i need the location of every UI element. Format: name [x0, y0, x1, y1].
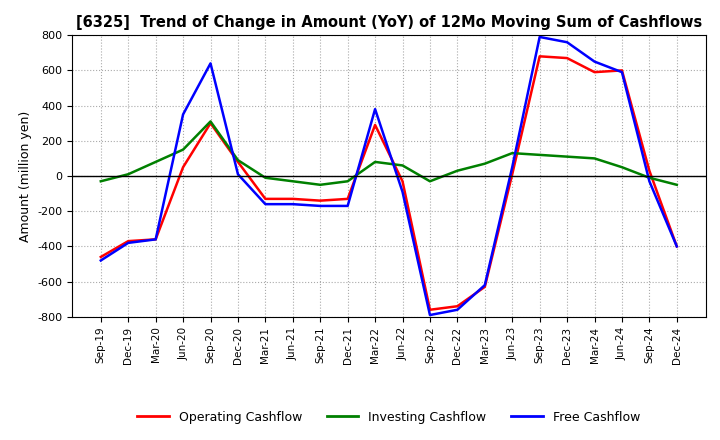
Operating Cashflow: [179, 165, 187, 170]
Operating Cashflow: [96, 254, 105, 260]
Investing Cashflow: [645, 175, 654, 180]
Investing Cashflow: [672, 182, 681, 187]
Free Cashflow: [645, 179, 654, 184]
Investing Cashflow: [233, 158, 242, 163]
Free Cashflow: [563, 40, 572, 45]
Free Cashflow: [480, 282, 489, 288]
Free Cashflow: [316, 203, 325, 209]
Legend: Operating Cashflow, Investing Cashflow, Free Cashflow: Operating Cashflow, Investing Cashflow, …: [132, 406, 645, 429]
Operating Cashflow: [398, 179, 407, 184]
Investing Cashflow: [343, 179, 352, 184]
Operating Cashflow: [508, 172, 516, 177]
Operating Cashflow: [480, 284, 489, 290]
Free Cashflow: [426, 312, 434, 318]
Free Cashflow: [289, 202, 297, 207]
Free Cashflow: [151, 237, 160, 242]
Line: Investing Cashflow: Investing Cashflow: [101, 121, 677, 185]
Free Cashflow: [618, 70, 626, 75]
Investing Cashflow: [480, 161, 489, 166]
Free Cashflow: [179, 112, 187, 117]
Operating Cashflow: [536, 54, 544, 59]
Free Cashflow: [233, 172, 242, 177]
Investing Cashflow: [508, 150, 516, 156]
Line: Free Cashflow: Free Cashflow: [101, 37, 677, 315]
Operating Cashflow: [645, 168, 654, 173]
Investing Cashflow: [124, 172, 132, 177]
Operating Cashflow: [124, 238, 132, 244]
Investing Cashflow: [426, 179, 434, 184]
Operating Cashflow: [233, 159, 242, 165]
Free Cashflow: [371, 106, 379, 112]
Operating Cashflow: [261, 196, 270, 202]
Operating Cashflow: [672, 244, 681, 249]
Operating Cashflow: [151, 237, 160, 242]
Free Cashflow: [261, 202, 270, 207]
Operating Cashflow: [453, 304, 462, 309]
Operating Cashflow: [426, 307, 434, 312]
Investing Cashflow: [563, 154, 572, 159]
Line: Operating Cashflow: Operating Cashflow: [101, 56, 677, 310]
Free Cashflow: [206, 61, 215, 66]
Operating Cashflow: [206, 121, 215, 126]
Free Cashflow: [590, 59, 599, 64]
Investing Cashflow: [618, 165, 626, 170]
Free Cashflow: [536, 34, 544, 40]
Investing Cashflow: [316, 182, 325, 187]
Operating Cashflow: [289, 196, 297, 202]
Free Cashflow: [343, 203, 352, 209]
Free Cashflow: [398, 189, 407, 194]
Investing Cashflow: [151, 159, 160, 165]
Investing Cashflow: [289, 179, 297, 184]
Operating Cashflow: [563, 55, 572, 61]
Investing Cashflow: [398, 163, 407, 168]
Investing Cashflow: [371, 159, 379, 165]
Investing Cashflow: [453, 168, 462, 173]
Investing Cashflow: [96, 179, 105, 184]
Operating Cashflow: [371, 122, 379, 128]
Free Cashflow: [453, 307, 462, 312]
Y-axis label: Amount (million yen): Amount (million yen): [19, 110, 32, 242]
Operating Cashflow: [618, 68, 626, 73]
Investing Cashflow: [261, 175, 270, 180]
Free Cashflow: [672, 244, 681, 249]
Investing Cashflow: [590, 156, 599, 161]
Investing Cashflow: [179, 147, 187, 152]
Free Cashflow: [96, 258, 105, 263]
Operating Cashflow: [343, 196, 352, 202]
Investing Cashflow: [206, 119, 215, 124]
Free Cashflow: [508, 165, 516, 170]
Operating Cashflow: [590, 70, 599, 75]
Operating Cashflow: [316, 198, 325, 203]
Free Cashflow: [124, 240, 132, 246]
Investing Cashflow: [536, 152, 544, 158]
Title: [6325]  Trend of Change in Amount (YoY) of 12Mo Moving Sum of Cashflows: [6325] Trend of Change in Amount (YoY) o…: [76, 15, 702, 30]
